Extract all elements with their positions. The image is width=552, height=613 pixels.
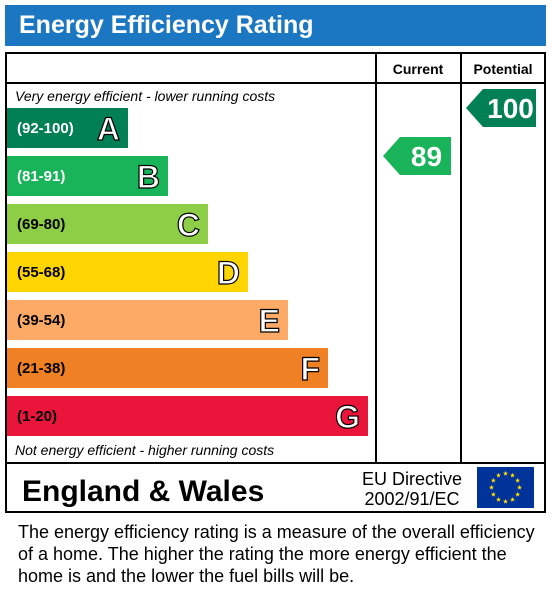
rating-bands: (92-100) A (81-91) B (69-80) C (55-68) D (39-54)… <box>7 108 368 436</box>
table-frame <box>5 52 546 513</box>
potential-rating-value: 100 <box>487 93 534 124</box>
band-bar-a <box>7 108 128 148</box>
band-bar-b <box>7 156 168 196</box>
band-bar-e <box>7 300 288 340</box>
eu-star-icon <box>503 498 508 504</box>
band-range-label: (55-68) <box>17 264 65 281</box>
description-text: The energy efficiency rating is a measur… <box>18 522 535 586</box>
band-range-label: (39-54) <box>17 312 65 329</box>
potential-rating-marker: 100 <box>466 89 536 127</box>
directive-line-2: 2002/91/EC <box>364 489 459 509</box>
band-letter: D <box>217 255 240 291</box>
eu-star-icon <box>510 497 515 502</box>
band-e: (39-54) E <box>7 300 288 340</box>
band-range-label: (69-80) <box>17 216 65 233</box>
band-c: (69-80) C <box>7 204 208 244</box>
band-f: (21-38) F <box>7 348 328 388</box>
band-bar-c <box>7 204 208 244</box>
potential-rating-arrow <box>466 89 536 127</box>
eu-star-icon <box>503 470 508 476</box>
directive-line-1: EU Directive <box>362 469 462 489</box>
bottom-note: Not energy efficient - higher running co… <box>15 442 274 458</box>
band-range-label: (1-20) <box>17 408 57 425</box>
eu-star-icon <box>489 484 494 490</box>
band-a: (92-100) A <box>7 108 128 148</box>
eu-star-icon <box>517 484 522 490</box>
current-rating-value: 89 <box>411 141 442 172</box>
band-letter: F <box>300 351 320 387</box>
band-letter: E <box>259 303 280 339</box>
current-rating-arrow <box>383 137 451 175</box>
band-bar-g <box>7 396 368 436</box>
current-rating-marker: 89 <box>383 137 451 175</box>
band-bar-d <box>7 252 248 292</box>
band-d: (55-68) D <box>7 252 248 292</box>
top-note: Very energy efficient - lower running co… <box>15 88 275 104</box>
eu-star-icon <box>496 472 501 478</box>
eu-star-icon <box>490 491 496 497</box>
band-range-label: (81-91) <box>17 168 65 185</box>
page-title: Energy Efficiency Rating <box>19 11 314 39</box>
band-bar-f <box>7 348 328 388</box>
band-g: (1-20) G <box>7 396 368 436</box>
eu-star-icon <box>515 477 521 483</box>
band-letter: A <box>97 111 120 147</box>
header-bar: Energy Efficiency Rating <box>5 5 546 46</box>
eu-star-icon <box>515 491 521 497</box>
eu-flag-icon <box>477 467 534 508</box>
current-column-header: Current <box>393 61 444 77</box>
band-range-label: (21-38) <box>17 360 65 377</box>
band-b: (81-91) B <box>7 156 168 196</box>
eu-star-icon <box>496 497 501 502</box>
band-range-label: (92-100) <box>17 120 74 137</box>
potential-column-header: Potential <box>473 61 532 77</box>
eu-star-icon <box>510 472 515 478</box>
band-letter: C <box>177 207 200 243</box>
rating-markers: 89 100 <box>383 89 536 175</box>
region-label: England & Wales <box>22 475 264 508</box>
band-letter: G <box>335 399 360 435</box>
band-letter: B <box>137 159 160 195</box>
eu-star-icon <box>490 477 496 483</box>
